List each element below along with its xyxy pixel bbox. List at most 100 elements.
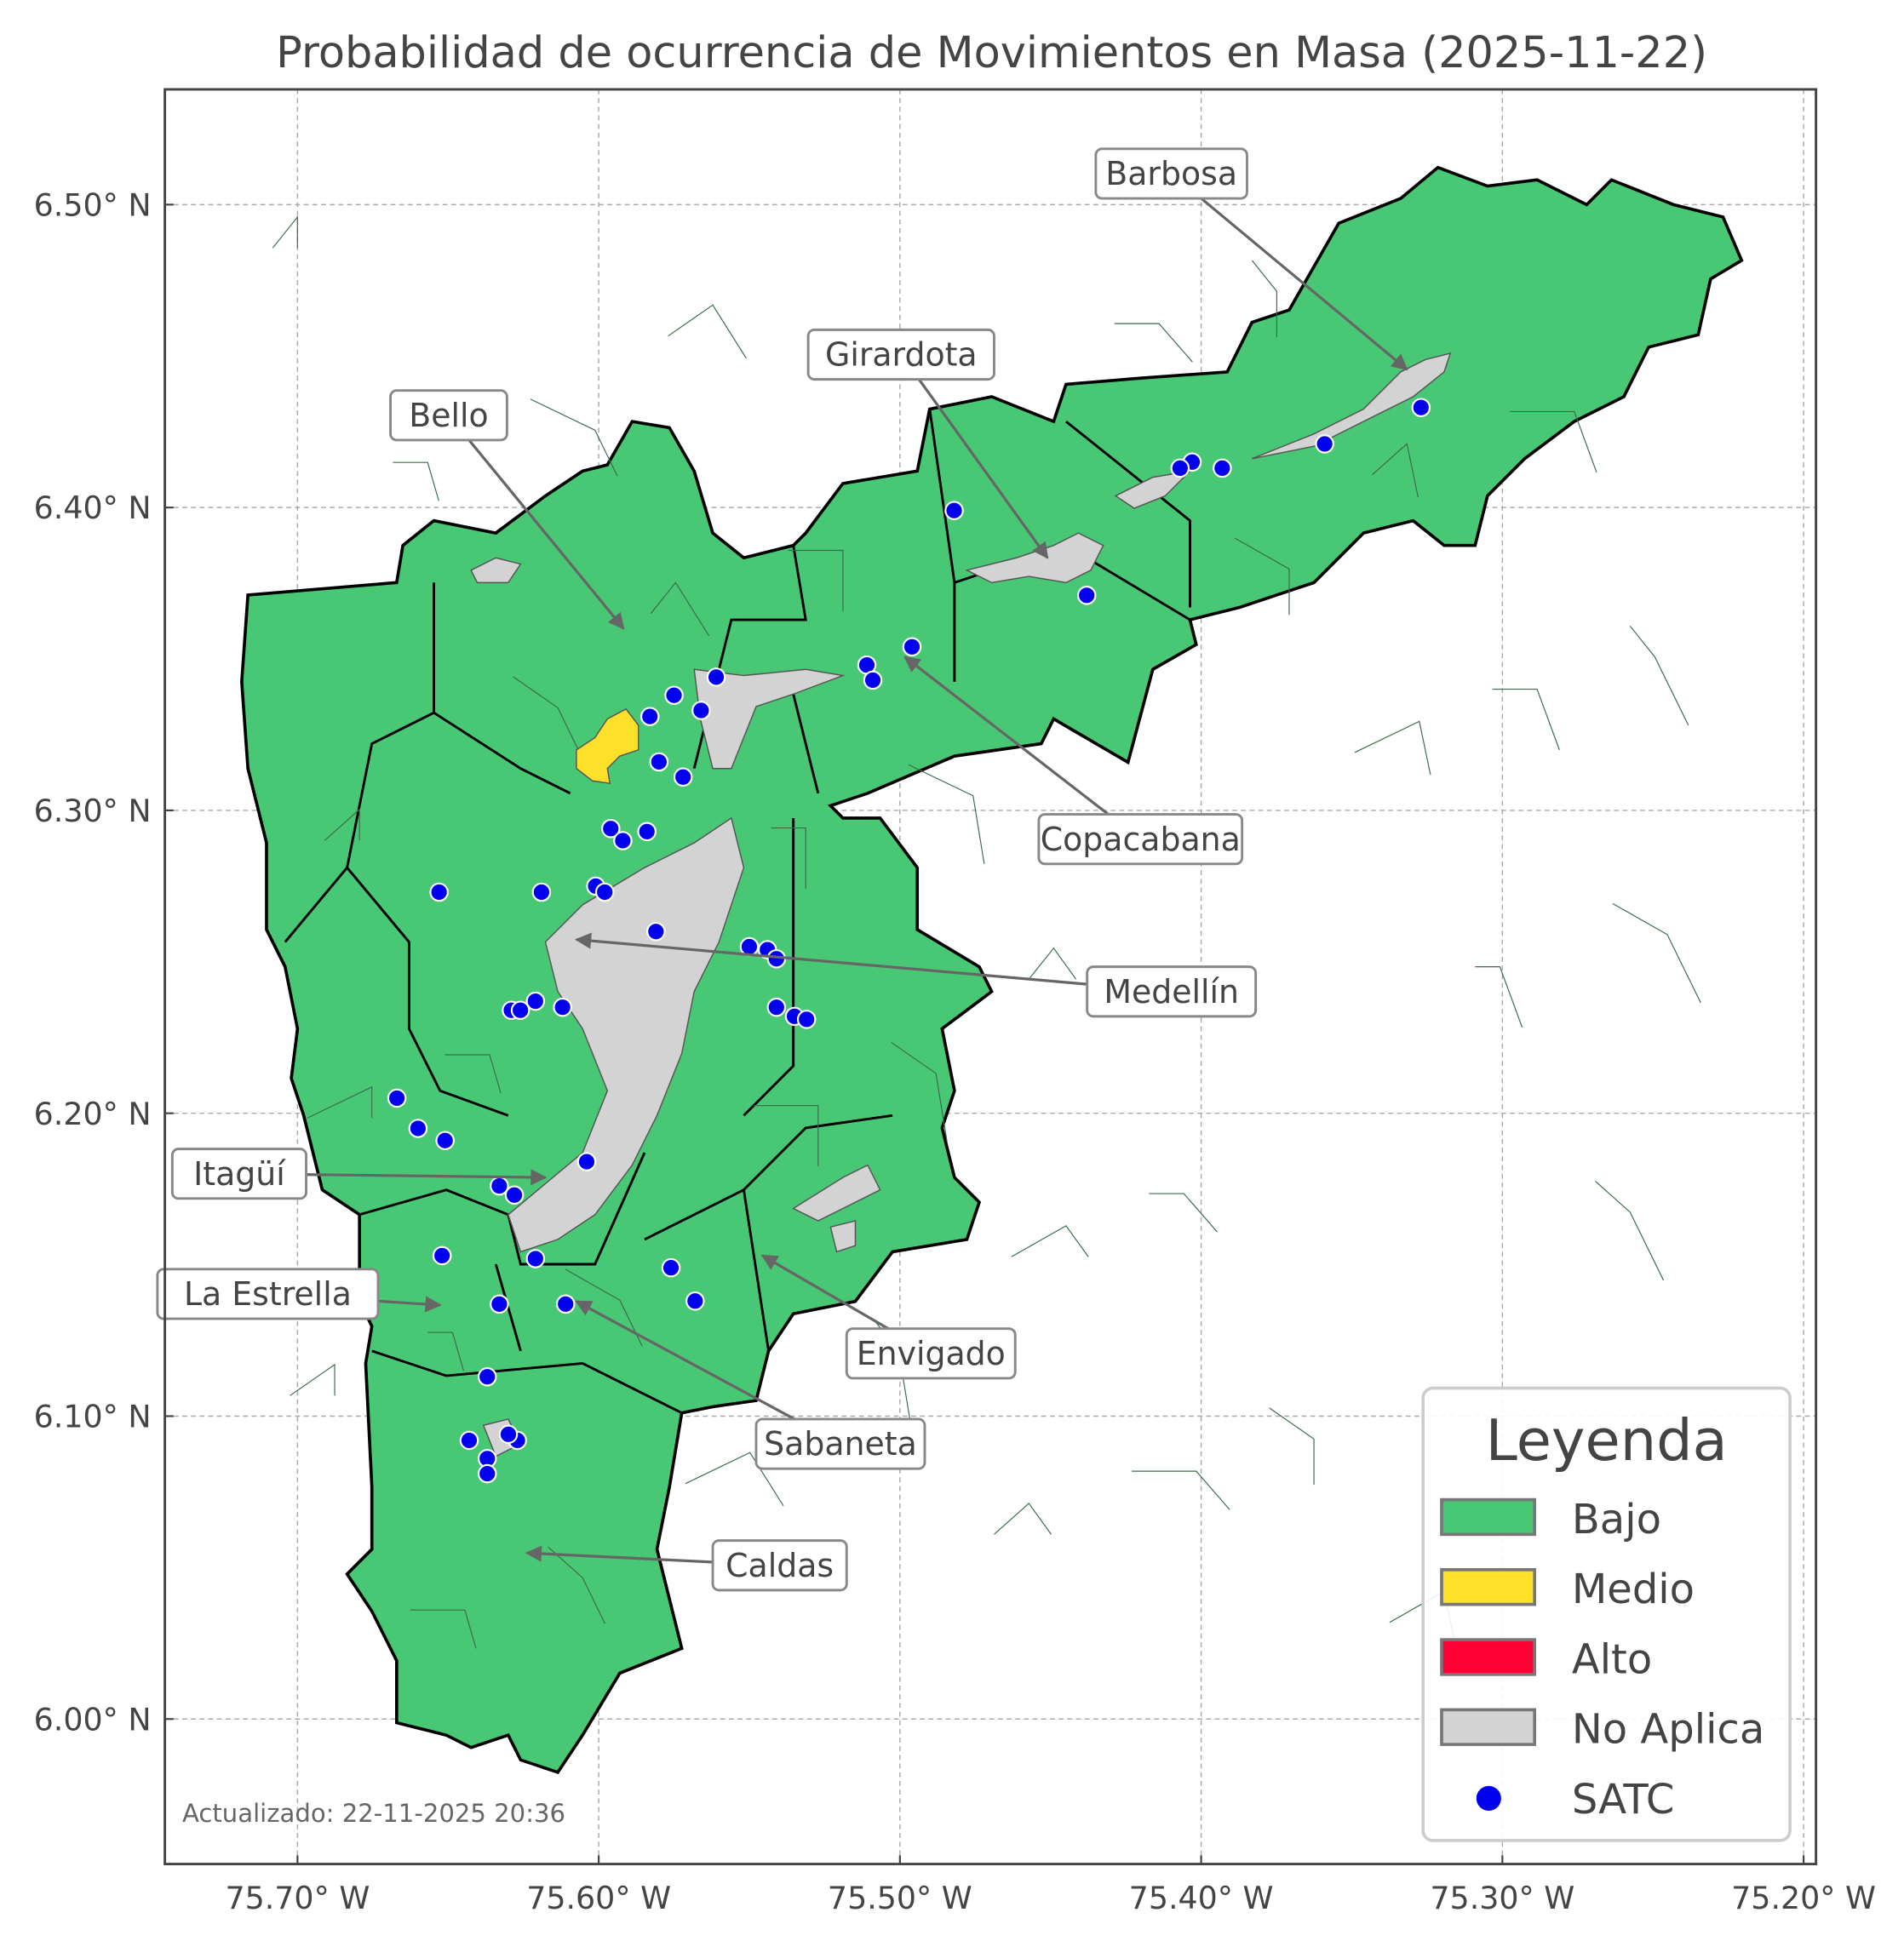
- annotation-box: [711, 1539, 848, 1592]
- satc-point[interactable]: [646, 921, 666, 942]
- satc-point[interactable]: [408, 1119, 428, 1138]
- annotation-caldas: Caldas: [525, 1539, 848, 1592]
- satc-point[interactable]: [432, 1245, 452, 1266]
- satc-point[interactable]: [435, 1131, 455, 1151]
- satc-point[interactable]: [525, 1249, 546, 1268]
- municipal-boundary: [644, 1114, 893, 1241]
- annotation-label: Girardota: [825, 336, 978, 374]
- annotation-envigado: Envigado: [760, 1254, 1017, 1380]
- vereda-boundary: [668, 304, 747, 359]
- y-tick-label: 6.30° N: [34, 793, 152, 829]
- annotations: Barbosa Girardota Bello Copacabana Medellín I…: [156, 147, 1408, 1592]
- y-tick-label: 6.00° N: [34, 1701, 152, 1738]
- vereda-boundary: [1629, 625, 1689, 726]
- satc-point[interactable]: [531, 882, 552, 902]
- annotation-label: Envigado: [857, 1335, 1006, 1372]
- annotation-box: [389, 389, 508, 442]
- satc-point[interactable]: [685, 1291, 705, 1311]
- annotation-bello: Bello: [389, 389, 625, 630]
- vereda-boundary: [1372, 443, 1419, 498]
- vereda-boundary: [410, 1609, 477, 1649]
- annotation-arrow: [900, 353, 1049, 559]
- urban-bello-north: [470, 557, 522, 584]
- satc-point[interactable]: [459, 1430, 479, 1451]
- satc-point[interactable]: [863, 670, 883, 690]
- vereda-boundary: [393, 461, 439, 501]
- vereda-boundary: [1510, 410, 1597, 472]
- urban-envigado: [792, 1164, 881, 1222]
- x-tick-label: 75.40° W: [1129, 1880, 1274, 1916]
- satc-point[interactable]: [525, 991, 546, 1011]
- annotation-box: [1086, 965, 1258, 1018]
- satc-point[interactable]: [504, 1185, 525, 1205]
- satc-point[interactable]: [477, 1366, 497, 1387]
- vereda-boundary: [1492, 688, 1560, 751]
- satc-point[interactable]: [796, 1010, 817, 1029]
- satc-point[interactable]: [766, 997, 787, 1017]
- satc-point[interactable]: [649, 752, 669, 772]
- satc-point[interactable]: [1170, 458, 1190, 478]
- vereda-boundary: [685, 1451, 784, 1507]
- satc-point[interactable]: [1076, 586, 1097, 605]
- vereda-boundary: [771, 827, 806, 889]
- satc-point[interactable]: [553, 997, 572, 1017]
- axis-ticks: 75.70° W 75.60° W 75.50° W 75.40° W 75.30° W…: [34, 186, 1876, 1916]
- satc-point[interactable]: [600, 818, 621, 839]
- annotation-box: [156, 1268, 380, 1320]
- satc-point[interactable]: [555, 1294, 576, 1314]
- urban-envigado-2: [829, 1220, 857, 1253]
- annotation-label: Barbosa: [1105, 155, 1237, 192]
- satc-point[interactable]: [664, 685, 684, 706]
- annotation-la-estrella: La Estrella: [156, 1268, 442, 1320]
- vereda-boundary: [891, 1041, 948, 1142]
- annotation-arrow: [574, 932, 1172, 993]
- vereda-boundary: [1612, 902, 1701, 1004]
- satc-point[interactable]: [510, 1000, 530, 1021]
- x-tick-label: 75.60° W: [526, 1880, 671, 1916]
- x-tick-label: 75.20° W: [1731, 1880, 1876, 1916]
- municipal-boundary: [1065, 420, 1191, 608]
- satc-point[interactable]: [639, 707, 660, 726]
- satc-point[interactable]: [691, 701, 711, 720]
- annotation-label: Bello: [409, 397, 488, 434]
- vereda-boundary: [272, 215, 298, 249]
- vereda-boundary: [548, 1546, 605, 1624]
- vereda-boundary: [530, 398, 618, 477]
- legend-label: Alto: [1572, 1635, 1652, 1683]
- satc-point[interactable]: [429, 882, 449, 902]
- satc-point[interactable]: [1315, 434, 1334, 454]
- satc-point[interactable]: [594, 882, 615, 902]
- legend-swatch: [1440, 1638, 1537, 1676]
- satc-point[interactable]: [387, 1088, 407, 1108]
- vereda-boundary: [307, 1085, 373, 1119]
- satc-point[interactable]: [661, 1257, 681, 1278]
- vereda-boundary: [754, 1105, 819, 1167]
- vereda-boundary: [994, 1503, 1052, 1535]
- annotation-label: Copacabana: [1041, 821, 1241, 858]
- legend-label: Bajo: [1572, 1496, 1661, 1543]
- x-tick-label: 75.30° W: [1430, 1880, 1574, 1916]
- annotation-arrow: [903, 656, 1142, 840]
- satc-point[interactable]: [490, 1294, 509, 1314]
- satc-point[interactable]: [706, 667, 726, 687]
- municipal-boundary: [346, 867, 509, 1117]
- satc-point[interactable]: [477, 1463, 497, 1484]
- satc-point[interactable]: [498, 1424, 519, 1445]
- legend-title: Leyenda: [1486, 1407, 1728, 1474]
- urban-bello-river: [693, 668, 846, 770]
- annotation-box: [1037, 813, 1244, 866]
- satc-point[interactable]: [673, 767, 693, 787]
- satc-point[interactable]: [1411, 398, 1431, 418]
- y-tick-label: 6.10° N: [34, 1399, 152, 1435]
- satc-point[interactable]: [637, 822, 657, 842]
- satc-point[interactable]: [613, 831, 633, 850]
- satc-point[interactable]: [944, 501, 964, 520]
- legend-swatch: [1440, 1497, 1537, 1537]
- x-tick-label: 75.50° W: [828, 1880, 972, 1916]
- annotation-label: Itagüí: [193, 1155, 286, 1193]
- vereda-boundary: [1149, 1193, 1218, 1233]
- satc-point[interactable]: [902, 637, 922, 657]
- satc-point[interactable]: [1213, 458, 1232, 478]
- vereda-boundary: [1269, 1407, 1315, 1486]
- satc-point[interactable]: [576, 1152, 597, 1171]
